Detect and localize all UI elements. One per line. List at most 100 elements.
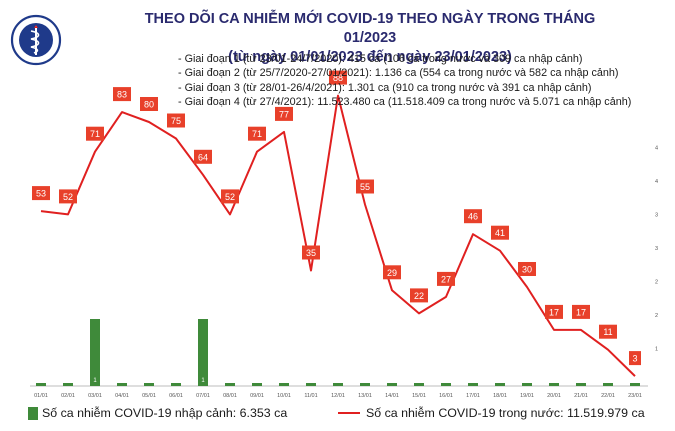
line-value-label: 83 — [117, 90, 127, 100]
x-tick-label: 19/01 — [520, 393, 534, 399]
legend-imported-label: Số ca nhiễm COVID-19 nhập cảnh: 6.353 ca — [42, 406, 288, 420]
x-tick-label: 22/01 — [601, 393, 615, 399]
bar-value-label: 1 — [201, 378, 205, 384]
x-tick-label: 20/01 — [547, 393, 561, 399]
bar-imported — [495, 383, 505, 386]
legend-line-swatch — [338, 412, 360, 414]
line-value-box — [437, 271, 455, 286]
line-value-box — [59, 189, 77, 204]
line-value-label: 29 — [387, 268, 397, 278]
line-value-label: 88 — [333, 73, 343, 83]
line-domestic — [40, 94, 636, 377]
line-value-box — [518, 262, 536, 276]
x-tick-label: 14/01 — [385, 393, 399, 399]
line-value-box — [491, 225, 509, 240]
line-value-label: 53 — [36, 189, 46, 199]
line-value-box — [275, 106, 293, 121]
x-tick-label: 12/01 — [331, 393, 345, 399]
line-value-label: 35 — [306, 248, 316, 258]
line-value-label: 30 — [522, 265, 532, 275]
legend-item-imported: Số ca nhiễm COVID-19 nhập cảnh: 6.353 ca — [28, 406, 287, 420]
line-value-box — [302, 245, 320, 260]
bar-imported — [360, 383, 370, 386]
line-value-label: 71 — [252, 129, 262, 139]
line-value-box — [167, 113, 185, 128]
info-box: - Giai đoạn 1 (từ 23/01-24/7/2020): 415 … — [178, 52, 631, 109]
line-value-label: 77 — [279, 109, 289, 119]
bar-imported — [441, 383, 451, 386]
x-tick-label: 16/01 — [439, 393, 453, 399]
x-tick-label: 08/01 — [223, 393, 237, 399]
line-value-label: 27 — [441, 274, 451, 284]
bar-imported — [414, 383, 424, 386]
line-value-box — [221, 189, 239, 204]
line-value-label: 3 — [632, 354, 637, 364]
line-value-label: 75 — [171, 116, 181, 126]
line-value-box — [572, 304, 590, 319]
chart-title: THEO DÕI CA NHIỄM MỚI COVID-19 THEO NGÀY… — [120, 10, 620, 67]
x-tick-label: 10/01 — [277, 393, 291, 399]
x-tick-label: 09/01 — [250, 393, 264, 399]
line-value-label: 46 — [468, 212, 478, 222]
line-value-box — [410, 288, 428, 303]
x-tick-label: 02/01 — [61, 393, 75, 399]
x-tick-label: 23/01 — [628, 393, 642, 399]
x-tick-label: 17/01 — [466, 393, 480, 399]
line-value-box — [113, 87, 131, 102]
bar-imported — [225, 383, 235, 386]
right-tick-label: 1 — [655, 347, 658, 353]
line-value-label: 41 — [495, 228, 505, 238]
line-value-label: 52 — [63, 192, 73, 202]
bar-imported — [36, 383, 46, 386]
x-tick-label: 18/01 — [493, 393, 507, 399]
title-line-1: THEO DÕI CA NHIỄM MỚI COVID-19 THEO NGÀY… — [144, 11, 596, 46]
line-value-label: 17 — [549, 307, 559, 317]
bar-imported — [144, 383, 154, 386]
x-tick-label: 04/01 — [115, 393, 129, 399]
line-value-label: 80 — [144, 100, 154, 110]
bar-value-label: 1 — [93, 378, 97, 384]
x-tick-label: 06/01 — [169, 393, 183, 399]
right-tick-label: 3 — [655, 246, 658, 252]
x-tick-label: 07/01 — [196, 393, 210, 399]
line-value-label: 17 — [576, 307, 586, 317]
bar-imported — [603, 383, 613, 386]
line-value-box — [32, 186, 50, 201]
line-value-box — [599, 324, 617, 339]
line-value-label: 11 — [603, 327, 612, 337]
info-line: - Giai đoạn 3 (từ 28/01-26/4/2021): 1.30… — [178, 81, 592, 94]
line-value-box — [248, 126, 266, 141]
line-value-box — [356, 179, 374, 194]
x-tick-label: 03/01 — [88, 393, 102, 399]
line-value-box — [86, 126, 104, 141]
right-tick-label: 2 — [655, 313, 658, 319]
x-tick-label: 01/01 — [34, 393, 48, 399]
ministry-of-health-logo — [10, 4, 62, 76]
bar-imported — [468, 383, 478, 386]
bar-imported — [252, 383, 262, 386]
info-line: - Giai đoạn 2 (từ 25/7/2020-27/01/2021):… — [178, 67, 619, 80]
bar-imported — [198, 319, 208, 386]
bar-imported — [630, 383, 640, 386]
bar-imported — [306, 383, 316, 386]
line-value-label: 55 — [360, 182, 370, 192]
line-value-box — [629, 351, 641, 366]
bar-imported — [576, 383, 586, 386]
right-tick-label: 3 — [655, 213, 658, 219]
bar-imported — [333, 383, 343, 386]
line-value-box — [194, 149, 212, 164]
bar-imported — [387, 383, 397, 386]
right-tick-label: 4 — [655, 146, 658, 152]
right-tick-label: 2 — [655, 280, 658, 286]
bar-imported — [549, 383, 559, 386]
x-tick-label: 05/01 — [142, 393, 156, 399]
bar-imported — [117, 383, 127, 386]
line-value-box — [383, 265, 401, 280]
info-line: - Giai đoạn 1 (từ 23/01-24/7/2020): 415 … — [178, 53, 583, 65]
right-tick-label: 4 — [655, 179, 658, 185]
x-tick-label: 21/01 — [574, 393, 588, 399]
bar-imported — [171, 383, 181, 386]
legend-item-domestic: Số ca nhiễm COVID-19 trong nước: 11.519.… — [338, 406, 645, 420]
title-line-2: (từ ngày 01/01/2023 đến ngày 23/01/2023) — [228, 49, 512, 65]
